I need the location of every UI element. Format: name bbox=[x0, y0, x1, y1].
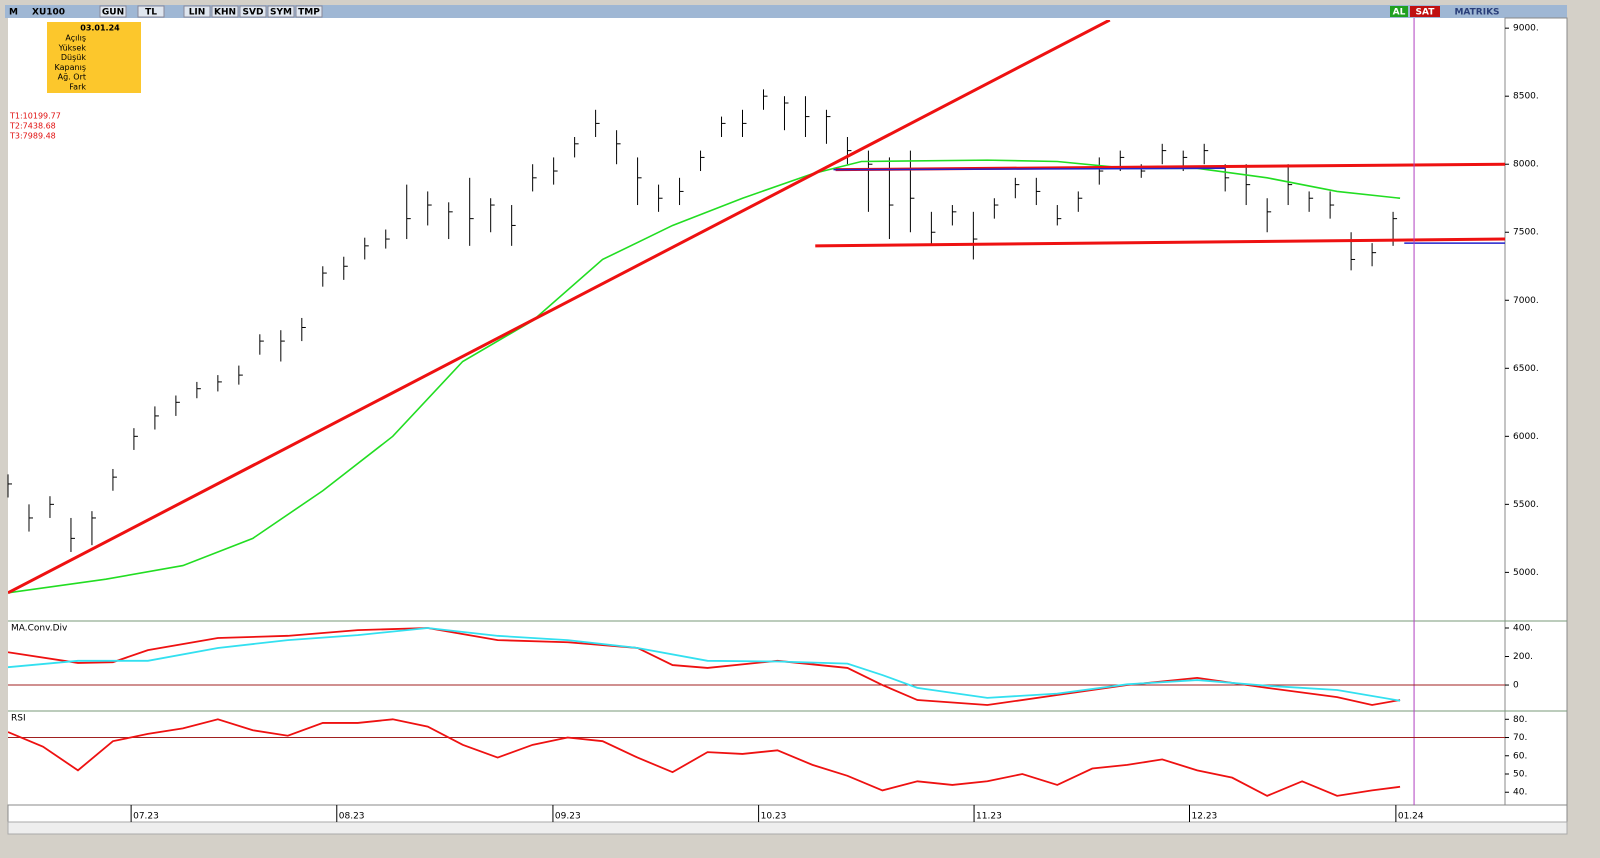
toolbar-button[interactable] bbox=[99, 5, 127, 18]
x-tick-label: 10.23 bbox=[761, 812, 787, 822]
annotation: T1:10199.77 bbox=[9, 112, 61, 121]
y-tick-label: 7000. bbox=[1513, 296, 1539, 306]
y-tick-label: 7500. bbox=[1513, 228, 1539, 238]
y-tick-label: 70. bbox=[1513, 733, 1527, 743]
x-tick-label: 09.23 bbox=[555, 812, 581, 822]
sell-label[interactable]: SAT bbox=[1416, 8, 1436, 18]
x-axis-strip bbox=[7, 804, 1568, 823]
toolbar-button-label[interactable]: SVD bbox=[243, 8, 264, 18]
info-field: Kapanış bbox=[55, 63, 86, 72]
info-box bbox=[47, 22, 141, 93]
info-field: Ağ. Ort bbox=[58, 73, 86, 82]
trend-line[interactable] bbox=[815, 237, 1505, 248]
toolbar-button[interactable] bbox=[183, 5, 211, 18]
indicator-line bbox=[8, 627, 1401, 702]
symbol[interactable]: XU100 bbox=[32, 8, 65, 18]
toolbar-button[interactable] bbox=[239, 5, 267, 18]
info-field: Yüksek bbox=[58, 43, 87, 52]
toolbar-button[interactable] bbox=[137, 5, 165, 18]
sell-button[interactable] bbox=[1410, 6, 1440, 17]
y-tick-label: 8000. bbox=[1513, 160, 1539, 170]
panel-title: MA.Conv.Div bbox=[11, 624, 68, 634]
indicator-line bbox=[8, 718, 1401, 797]
toolbar-button[interactable] bbox=[267, 5, 295, 18]
y-tick-label: 8500. bbox=[1513, 92, 1539, 102]
scrollbar[interactable] bbox=[7, 821, 1568, 835]
y-tick-label: 5500. bbox=[1513, 500, 1539, 510]
toolbar-button-label[interactable]: TL bbox=[145, 8, 157, 18]
x-tick-label: 11.23 bbox=[976, 812, 1002, 822]
info-field: Açılış bbox=[65, 34, 86, 43]
x-tick-label: 07.23 bbox=[133, 812, 159, 822]
info-field: Düşük bbox=[61, 53, 86, 62]
annotation: T3:7989.48 bbox=[9, 132, 56, 141]
symbol-menu[interactable]: M bbox=[9, 8, 18, 18]
toolbar-button-label[interactable]: TMP bbox=[298, 8, 320, 18]
buy-label[interactable]: AL bbox=[1393, 8, 1406, 18]
info-date: 03.01.24 bbox=[80, 24, 120, 33]
buy-button[interactable] bbox=[1390, 6, 1408, 17]
toolbar-button-label[interactable]: SYM bbox=[270, 8, 292, 18]
trend-line[interactable] bbox=[8, 20, 1111, 595]
trend-line[interactable] bbox=[833, 167, 1226, 171]
x-tick-label: 12.23 bbox=[1192, 812, 1218, 822]
y-tick-label: 50. bbox=[1513, 770, 1527, 780]
y-tick-label: 0 bbox=[1513, 681, 1519, 691]
panel-title: RSI bbox=[11, 714, 26, 724]
y-tick-label: 200. bbox=[1513, 652, 1533, 662]
y-tick-label: 9000. bbox=[1513, 24, 1539, 34]
y-tick-label: 6500. bbox=[1513, 364, 1539, 374]
indicator-line bbox=[8, 627, 1401, 706]
x-tick-label: 01.24 bbox=[1398, 812, 1424, 822]
toolbar bbox=[5, 5, 1567, 18]
y-tick-label: 6000. bbox=[1513, 432, 1539, 442]
y-tick-label: 400. bbox=[1513, 623, 1533, 633]
info-field: Fark bbox=[69, 83, 86, 92]
toolbar-button-label[interactable]: KHN bbox=[214, 8, 236, 18]
toolbar-button[interactable] bbox=[295, 5, 323, 18]
y-tick-label: 40. bbox=[1513, 788, 1527, 798]
y-tick-label: 5000. bbox=[1513, 568, 1539, 578]
toolbar-button[interactable] bbox=[211, 5, 239, 18]
toolbar-button-label[interactable]: GUN bbox=[102, 8, 124, 18]
annotation: T2:7438.68 bbox=[9, 122, 56, 131]
x-tick-label: 08.23 bbox=[339, 812, 365, 822]
y-tick-label: 60. bbox=[1513, 751, 1527, 761]
plot-area bbox=[8, 18, 1505, 805]
toolbar-button-label[interactable]: LIN bbox=[189, 8, 206, 18]
brand: MATRIKS bbox=[1454, 8, 1499, 18]
y-tick-label: 80. bbox=[1513, 715, 1527, 725]
